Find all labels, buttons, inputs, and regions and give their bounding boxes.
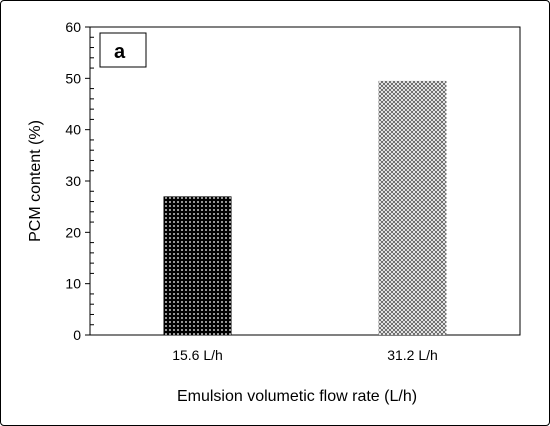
x-tick-labels: 15.6 L/h 31.2 L/h (172, 347, 438, 363)
y-tick-label: 30 (65, 173, 81, 189)
x-tick-label: 15.6 L/h (172, 347, 223, 363)
panel-label-box (99, 32, 147, 68)
plot-area-border (89, 26, 521, 336)
y-axis-label: PCM content (%) (27, 120, 44, 242)
y-tick-label: 50 (65, 70, 81, 86)
y-major-ticks (85, 26, 90, 336)
x-axis-label: Emulsion volumetic flow rate (L/h) (177, 388, 417, 405)
x-tick-label: 31.2 L/h (387, 347, 438, 363)
panel-label: a (114, 41, 126, 63)
y-tick-label: 0 (73, 327, 81, 343)
bar-2 (378, 80, 447, 336)
bars (163, 80, 447, 336)
y-minor-ticks (90, 36, 94, 326)
y-tick-label: 10 (65, 276, 81, 292)
y-tick-label: 20 (65, 224, 81, 240)
bar-1 (163, 196, 232, 335)
y-tick-label: 40 (65, 122, 81, 138)
y-tick-label: 60 (65, 19, 81, 35)
y-tick-labels: 0 10 20 30 40 50 60 (65, 19, 81, 343)
